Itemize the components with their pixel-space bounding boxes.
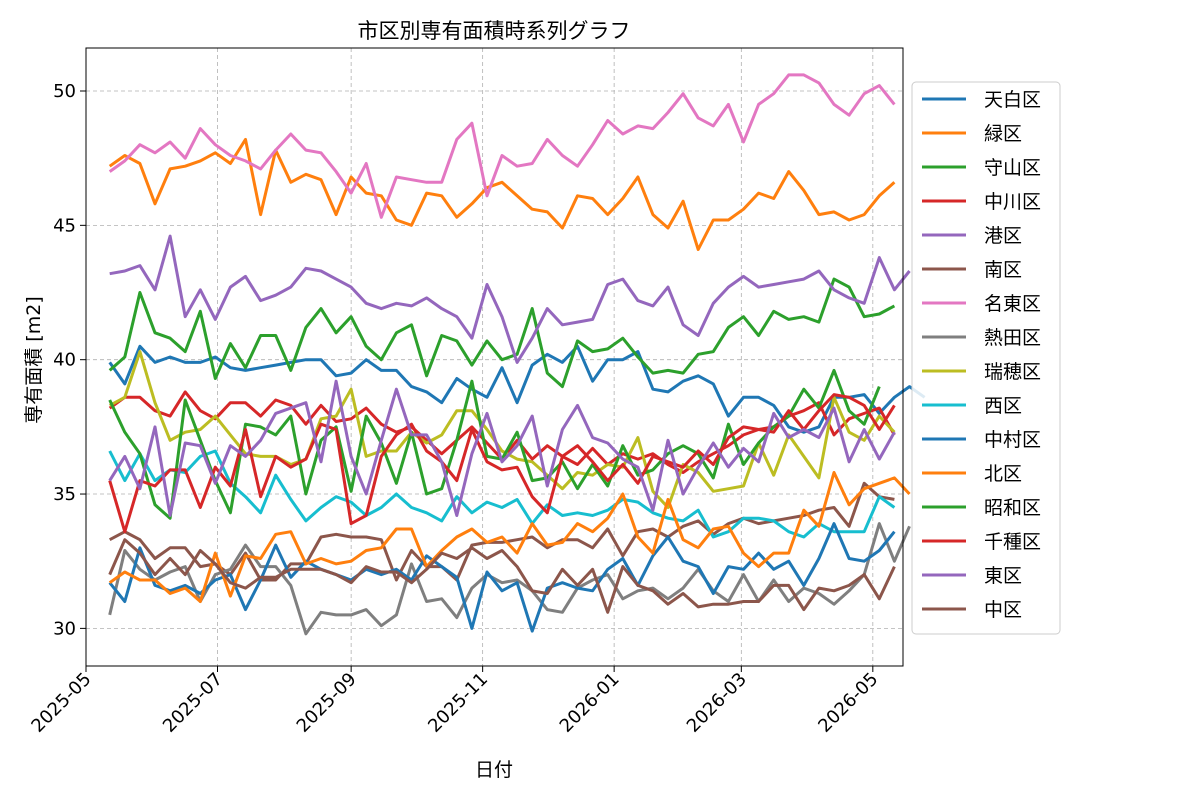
legend-label: 東区 [984, 565, 1022, 587]
x-tick-label: 2025-07 [159, 669, 227, 737]
y-tick-label: 50 [53, 81, 76, 102]
y-tick-label: 35 [53, 484, 76, 505]
legend-label: 西区 [984, 395, 1022, 417]
x-tick-label: 2026-05 [814, 669, 882, 737]
legend-label: 守山区 [984, 157, 1041, 179]
series-line [108, 393, 896, 534]
series-line [108, 73, 896, 219]
legend-label: 瑞穂区 [984, 361, 1041, 383]
series-line [108, 481, 895, 582]
x-axis: 2025-05 2025-07 2025-09 2025-11 2026-01 2026-… [27, 666, 882, 737]
series-lines [108, 73, 926, 636]
series-line [108, 522, 896, 633]
chart-title: 市区別専有面積時系列グラフ [358, 19, 631, 43]
series-line [108, 137, 896, 251]
x-tick-label: 2025-09 [293, 669, 361, 737]
legend-label: 千種区 [984, 531, 1041, 553]
x-tick-label: 2026-01 [556, 669, 624, 737]
series-line [108, 449, 896, 539]
y-tick-label: 40 [53, 350, 76, 371]
legend-label: 中村区 [984, 429, 1041, 451]
legend-label: 天白区 [984, 89, 1041, 111]
legend-label: 名東区 [984, 293, 1041, 315]
legend-box [911, 81, 1061, 635]
series-line [108, 379, 896, 517]
x-tick-label: 2026-03 [683, 669, 751, 737]
legend-label: 中川区 [984, 191, 1041, 213]
series-line [108, 522, 911, 636]
legend-label: 港区 [984, 225, 1022, 247]
legend-label: 熱田区 [984, 327, 1041, 349]
series-line [108, 538, 896, 614]
y-tick-label: 30 [53, 618, 76, 639]
legend-label: 北区 [984, 463, 1022, 485]
legend: 天白区緑区守山区中川区港区南区名東区熱田区瑞穂区西区中村区北区昭和区千種区東区中… [911, 81, 1061, 635]
series-line [108, 471, 911, 603]
x-tick-label: 2025-05 [27, 669, 95, 737]
legend-label: 中区 [984, 599, 1022, 621]
series-line [109, 234, 911, 364]
series-line [108, 344, 926, 434]
plot-frame [85, 47, 904, 667]
y-axis: 30 35 40 45 50 [53, 81, 86, 639]
y-axis-label: 専有面積 [m2] [23, 296, 45, 423]
x-tick-label: 2025-11 [424, 669, 492, 737]
legend-label: 緑区 [984, 123, 1022, 145]
x-axis-label: 日付 [475, 759, 513, 781]
legend-label: 南区 [984, 259, 1022, 281]
legend-label: 昭和区 [984, 497, 1041, 519]
series-line [108, 277, 896, 389]
y-tick-label: 45 [53, 215, 76, 236]
